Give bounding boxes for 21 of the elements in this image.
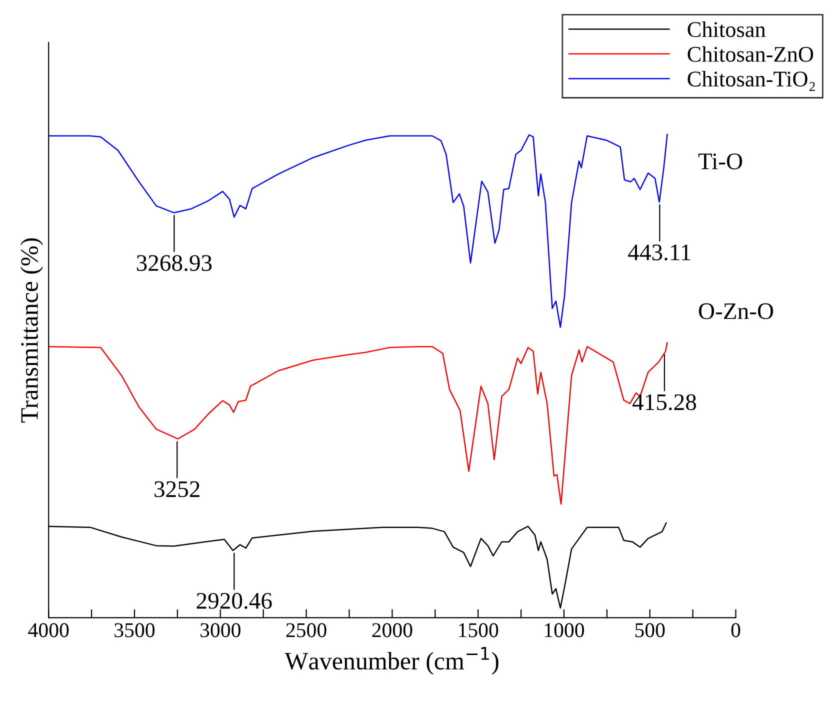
legend-label: Chitosan-TiO₂: [688, 70, 815, 91]
annotation: 3252: [154, 481, 200, 498]
annotation: 443.11: [628, 244, 690, 260]
x-tick-label: 3000: [200, 623, 240, 638]
x-tick-label: 2000: [372, 623, 412, 638]
annotation: 415.28: [632, 394, 696, 410]
annotation: O-Zn-O: [698, 303, 774, 320]
x-tick-label: 0: [731, 623, 740, 638]
x-tick-label: 4000: [28, 623, 69, 638]
x-tick-label: 2500: [286, 623, 326, 638]
x-tick-label: 3500: [114, 623, 155, 638]
x-tick-label: 500: [635, 623, 665, 638]
legend-label: Chitosan-ZnO: [688, 46, 814, 62]
x-tick-label: 1500: [459, 623, 498, 638]
y-axis-title: Transmittance (%): [20, 238, 44, 423]
x-tick-label: 1000: [544, 623, 584, 638]
annotation: 2920.46: [196, 592, 272, 609]
x-axis-title: Wavenumber (cm$^{−1}$): [284, 647, 498, 675]
annotation: Ti-O: [698, 153, 742, 170]
annotation: 3268.93: [136, 255, 212, 272]
legend-label: Chitosan: [688, 21, 766, 38]
